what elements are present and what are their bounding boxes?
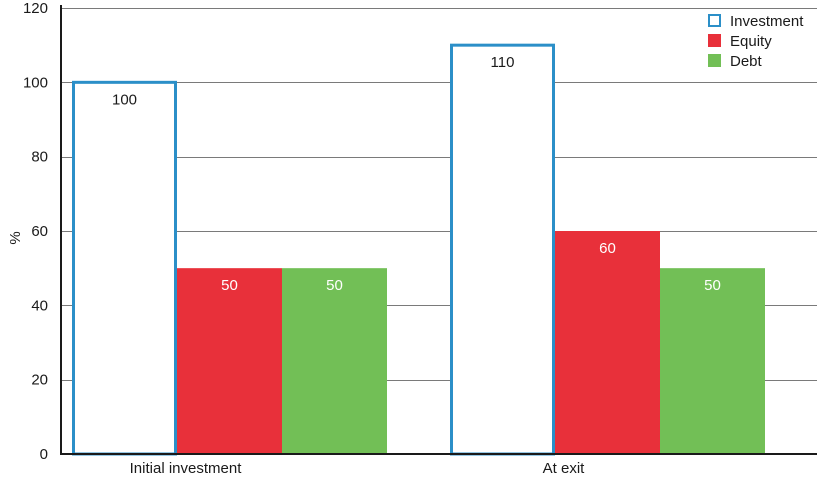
data-label: 50 — [326, 277, 343, 294]
legend-swatch-investment — [708, 14, 721, 27]
y-tick-label: 120 — [23, 0, 48, 17]
bar-debt — [660, 268, 765, 454]
legend-label: Investment — [730, 13, 804, 30]
y-axis-title: % — [7, 231, 24, 244]
x-category-labels: Initial investment At exit — [130, 460, 586, 477]
x-category-label: Initial investment — [130, 460, 243, 477]
data-label: 50 — [221, 277, 238, 294]
data-label: 50 — [704, 277, 721, 294]
legend-label: Equity — [730, 33, 772, 50]
bar-debt — [282, 268, 387, 454]
bar-equity — [555, 231, 660, 454]
x-category-label: At exit — [543, 460, 586, 477]
y-tick-label: 100 — [23, 74, 48, 91]
data-label: 60 — [599, 240, 616, 257]
bar-investment — [450, 43, 555, 456]
bars: 100 50 50 110 60 50 — [72, 43, 765, 456]
legend: Investment Equity Debt — [708, 13, 804, 70]
y-tick-label: 60 — [31, 223, 48, 240]
y-tick-label: 20 — [31, 372, 48, 389]
axes — [60, 5, 817, 455]
y-tick-label: 80 — [31, 149, 48, 166]
bar-equity — [177, 268, 282, 454]
y-tick-label: 0 — [40, 446, 48, 463]
legend-swatch-equity — [708, 34, 721, 47]
y-tick-label: 40 — [31, 297, 48, 314]
data-label: 110 — [491, 54, 515, 71]
legend-label: Debt — [730, 53, 763, 70]
legend-swatch-debt — [708, 54, 721, 67]
y-tick-labels: 0 20 40 60 80 100 120 — [23, 0, 48, 463]
bar-investment — [72, 80, 177, 456]
data-label: 100 — [112, 91, 137, 108]
